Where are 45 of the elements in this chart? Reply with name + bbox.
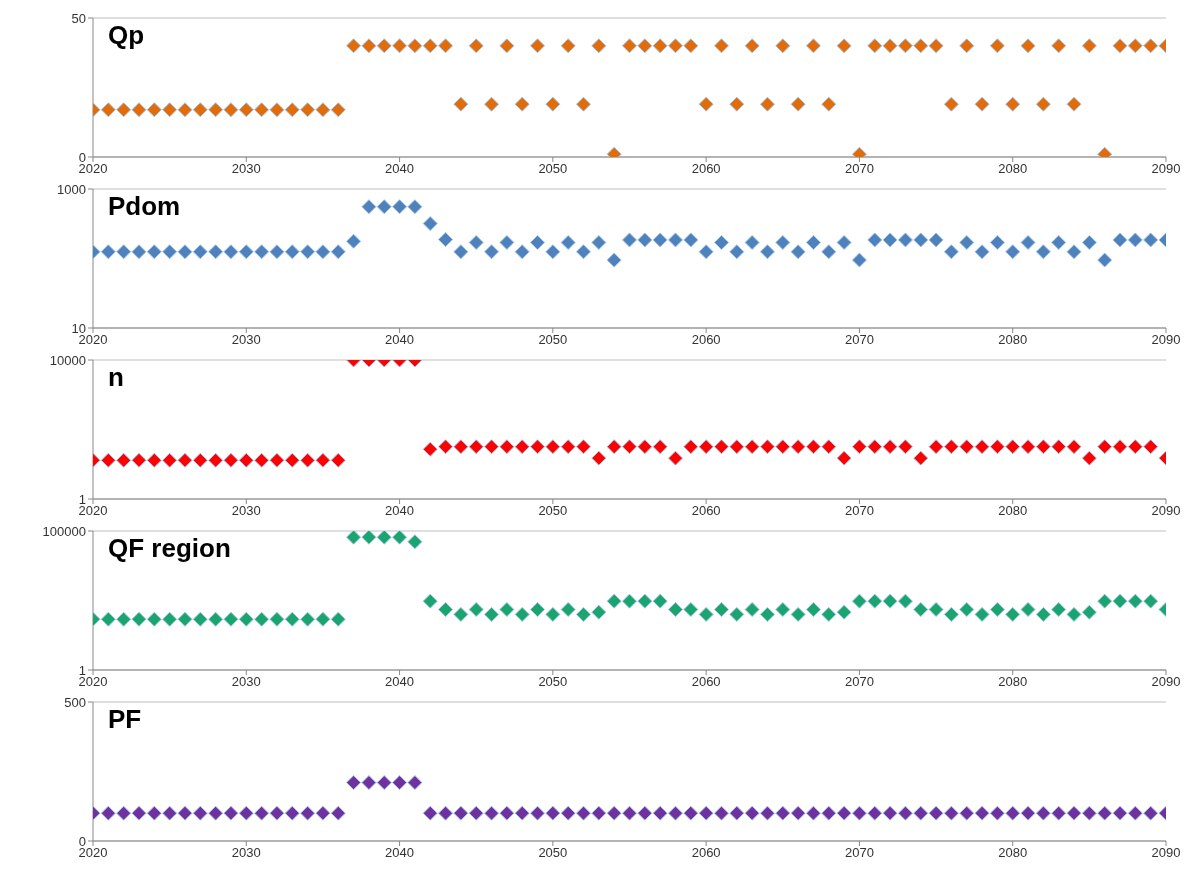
x-tick-label: 2060: [691, 161, 721, 177]
x-tick-label: 2090: [1151, 845, 1181, 861]
x-tick-label: 2060: [691, 332, 721, 348]
chart-title: n: [108, 362, 124, 393]
x-tick-label: 2080: [998, 845, 1028, 861]
y-tick-label: 10000: [49, 352, 86, 368]
x-tick-label: 2060: [691, 503, 721, 519]
chart-title: PF: [108, 704, 142, 735]
x-tick-label: 2090: [1151, 674, 1181, 690]
chart-title: Qp: [108, 20, 145, 51]
x-tick-label: 2040: [385, 332, 415, 348]
x-tick-label: 2050: [538, 674, 568, 690]
x-tick-label: 2080: [998, 503, 1028, 519]
x-tick-label: 2080: [998, 674, 1028, 690]
x-tick-label: 2050: [538, 332, 568, 348]
y-tick-label: 50: [71, 10, 86, 26]
x-tick-label: 2040: [385, 503, 415, 519]
x-tick-label: 2040: [385, 161, 415, 177]
x-tick-label: 2050: [538, 161, 568, 177]
x-tick-label: 2080: [998, 161, 1028, 177]
x-tick-label: 2090: [1151, 161, 1181, 177]
x-tick-label: 2030: [231, 503, 261, 519]
chart-title: QF region: [108, 533, 231, 564]
x-tick-label: 2090: [1151, 332, 1181, 348]
x-tick-label: 2070: [844, 503, 874, 519]
x-tick-label: 2040: [385, 845, 415, 861]
x-tick-label: 2080: [998, 332, 1028, 348]
x-tick-label: 2070: [844, 161, 874, 177]
y-tick-label: 100000: [42, 523, 86, 539]
x-tick-label: 2030: [231, 332, 261, 348]
x-tick-label: 2060: [691, 845, 721, 861]
x-tick-label: 2030: [231, 674, 261, 690]
chart-title: Pdom: [108, 191, 181, 222]
x-tick-label: 2060: [691, 674, 721, 690]
x-tick-label: 2070: [844, 332, 874, 348]
x-tick-label: 2070: [844, 674, 874, 690]
x-tick-label: 2030: [231, 161, 261, 177]
x-tick-label: 2040: [385, 674, 415, 690]
x-tick-label: 2070: [844, 845, 874, 861]
x-tick-label: 2030: [231, 845, 261, 861]
x-tick-label: 2050: [538, 845, 568, 861]
x-tick-label: 2050: [538, 503, 568, 519]
x-tick-label: 2090: [1151, 503, 1181, 519]
y-tick-label: 1000: [57, 181, 86, 197]
y-tick-label: 500: [64, 694, 86, 710]
